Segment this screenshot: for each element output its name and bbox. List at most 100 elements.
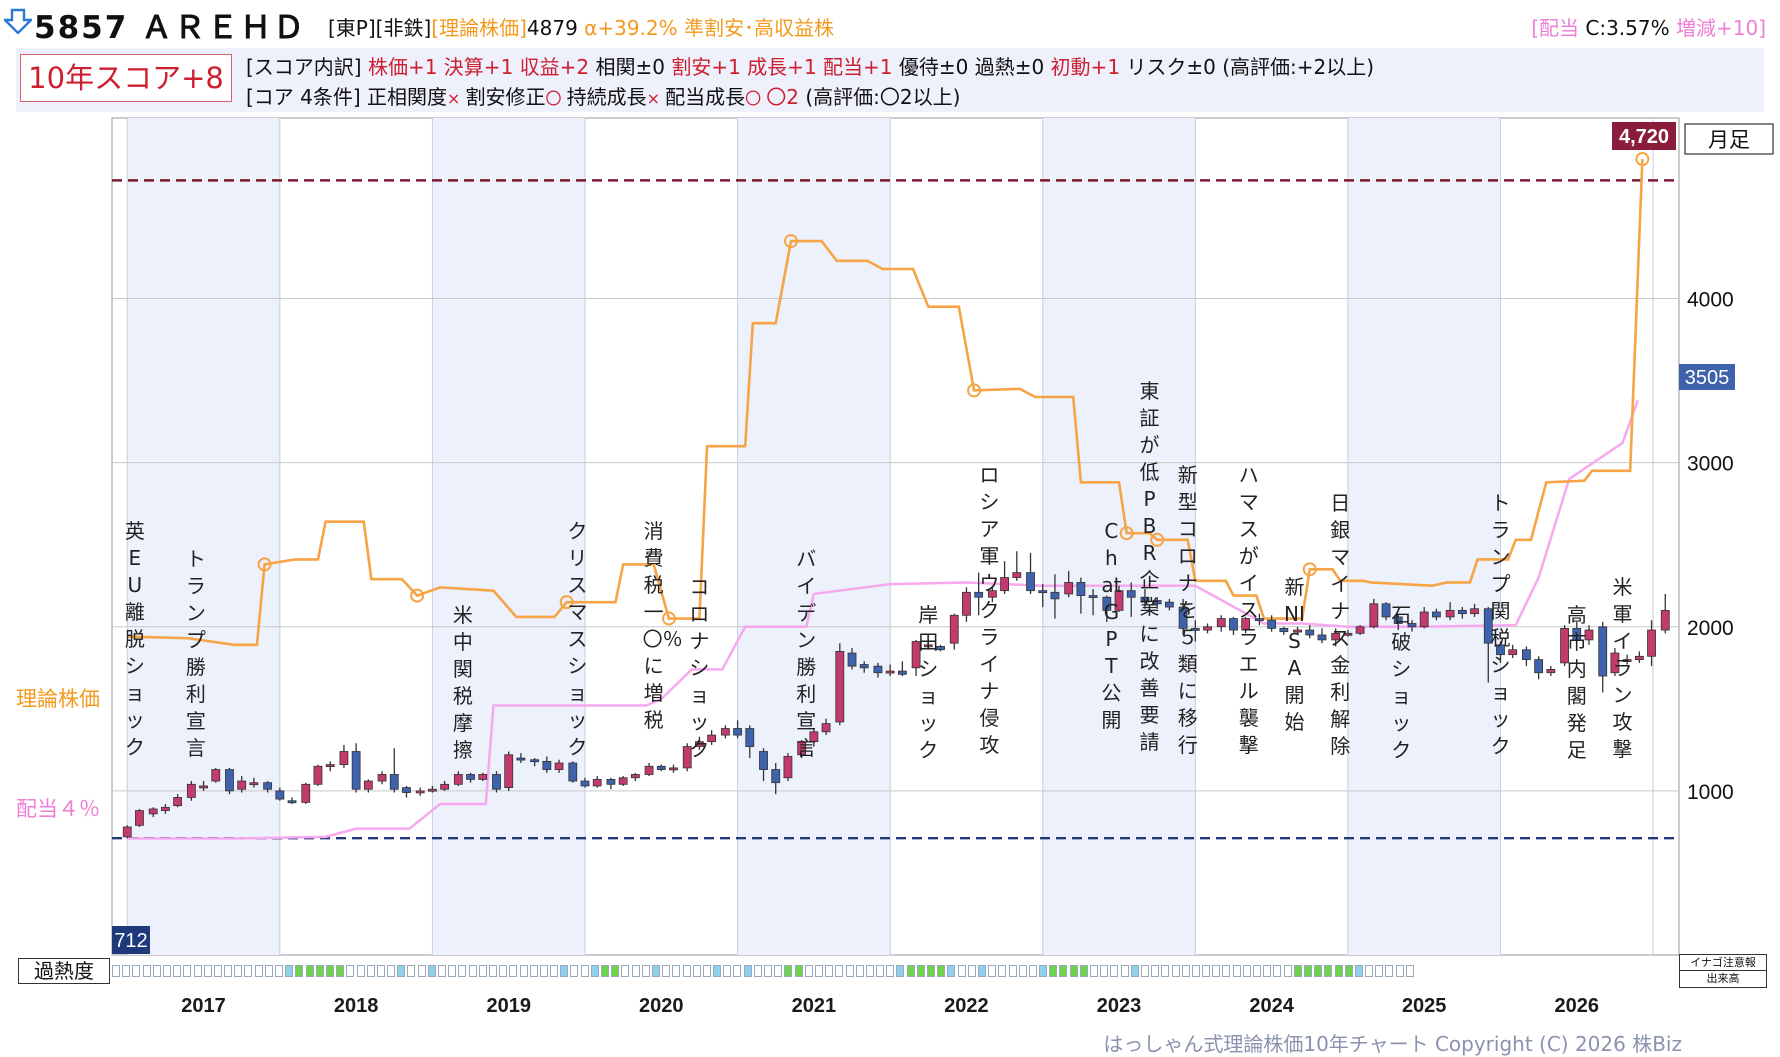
candle [1647, 620, 1656, 667]
event-label: 高市内閣発足 [1566, 603, 1587, 762]
candle [1050, 574, 1060, 619]
score-item: 成長+1 [740, 55, 817, 79]
heat-cell [234, 965, 243, 977]
year-band [432, 118, 585, 955]
score-item: 初動+1 [1044, 55, 1121, 79]
heat-cell [264, 965, 273, 977]
heat-cell [1069, 965, 1078, 977]
heat-cell [1242, 965, 1251, 977]
core-item: 配当成長〇 [665, 85, 767, 109]
candle [592, 776, 602, 788]
candle-body [707, 734, 717, 743]
candle [1064, 570, 1074, 598]
x-tick-label: 2023 [1097, 995, 1142, 1017]
candle-body [1431, 611, 1441, 618]
header-bar: 5857 ＡＲＥＨＤ [東P][非鉄][理論株価]4879 α+39.2% 準割… [0, 0, 1780, 46]
candle [1369, 598, 1379, 629]
candle [745, 725, 755, 759]
heat-cell [244, 965, 253, 977]
candle [516, 753, 526, 763]
candle [1508, 644, 1518, 658]
candle [695, 736, 704, 750]
heat-cell [580, 965, 589, 977]
candle-body [415, 790, 425, 794]
heat-cell [550, 965, 559, 977]
candle [275, 787, 285, 801]
candle-body [1114, 590, 1124, 611]
candle [606, 777, 616, 790]
candle [186, 781, 196, 801]
candle [656, 764, 666, 772]
heat-cell [865, 965, 874, 977]
candle [1012, 551, 1022, 581]
heat-cell [376, 965, 385, 977]
heat-cell [203, 965, 212, 977]
heat-cell [1293, 965, 1302, 977]
heat-cell [1090, 965, 1098, 977]
heat-cell [601, 965, 609, 977]
candle [923, 638, 933, 650]
candle-body [504, 754, 514, 789]
event-label: 英EU離脱ショック [124, 519, 145, 759]
heat-strip [112, 962, 1416, 981]
candle [363, 779, 373, 793]
dividend-change: 増減+10] [1675, 16, 1766, 40]
candle-body [1088, 595, 1098, 598]
heat-cell [254, 965, 263, 977]
heat-cell [142, 965, 151, 977]
candle [554, 759, 564, 773]
heat-cell [916, 965, 925, 977]
y-tick-label: 3000 [1687, 453, 1734, 476]
core-item: 正相関度× [367, 85, 466, 109]
candle-body [466, 774, 475, 780]
candle-body [173, 797, 183, 807]
candle-body [1038, 590, 1048, 594]
candle-body [325, 764, 335, 768]
candle [1343, 630, 1353, 637]
candle-body [428, 788, 437, 792]
heat-cell [672, 965, 681, 977]
theory-marker [1635, 152, 1650, 167]
candle-body [1496, 644, 1505, 656]
candle [211, 767, 221, 783]
candle-body [1355, 626, 1365, 634]
candle-body [682, 746, 692, 769]
heat-cell [947, 965, 956, 977]
candle-body [923, 644, 933, 648]
candle [148, 807, 158, 818]
candle-body [1343, 632, 1353, 636]
heat-cell [1171, 965, 1180, 977]
heat-cell [1253, 965, 1261, 977]
heat-cell [641, 965, 650, 977]
candle-body [148, 808, 158, 815]
heat-cell [794, 965, 803, 977]
candle [1560, 625, 1569, 667]
event-label: 米中関税摩擦 [452, 603, 473, 762]
heat-cell [1018, 965, 1027, 977]
candle [1355, 625, 1365, 635]
heat-cell [336, 965, 345, 977]
candle [1267, 615, 1277, 632]
low-marker-box [112, 926, 150, 954]
heat-cell [346, 965, 355, 977]
heat-cell [835, 965, 844, 977]
candle-body [797, 741, 807, 756]
candle-body [492, 774, 501, 790]
heat-cell [1140, 965, 1149, 977]
event-label: 日銀マイナス金利解除 [1330, 491, 1351, 758]
candle [1229, 616, 1238, 635]
candle-body [1190, 628, 1200, 631]
candle-body [1560, 628, 1569, 664]
candle-body [1279, 628, 1289, 633]
candle-body [1255, 618, 1264, 621]
event-label: 新NISA開始 [1284, 575, 1305, 734]
core-mark: × [447, 89, 466, 108]
candle-body [249, 782, 259, 786]
candle-body [592, 778, 602, 787]
candle [859, 661, 869, 673]
candle-body [1457, 609, 1467, 615]
event-label: 米軍イラン攻撃 [1612, 575, 1633, 761]
candle [821, 718, 831, 736]
year-band [1347, 118, 1501, 955]
heat-cell [1232, 965, 1241, 977]
